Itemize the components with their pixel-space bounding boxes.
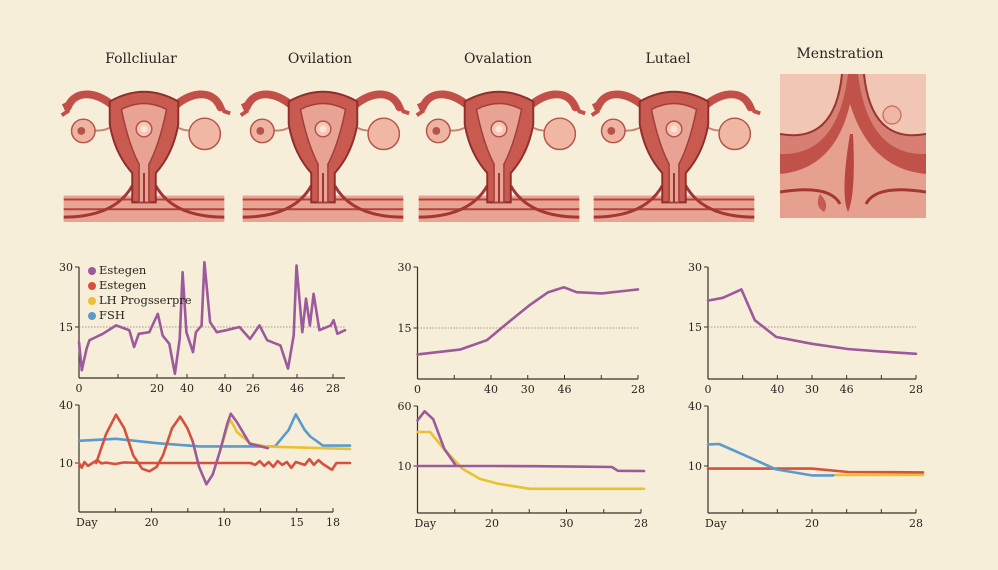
series-line-estegen (77, 260, 347, 376)
y-tick-label: 30 (688, 261, 702, 274)
x-tick-label: 40 (484, 383, 498, 396)
x-tick-label: 0 (705, 383, 712, 396)
legend-item-lh-progesterone: LH Progsserpre (88, 293, 192, 308)
x-tick-label: 28 (631, 383, 645, 396)
x-tick-label: 40 (180, 382, 194, 395)
y-tick-label: 40 (688, 400, 702, 413)
series-line-estegen-peak (416, 409, 457, 467)
legend-label: FSH (99, 308, 125, 322)
x-tick-label: 46 (840, 383, 854, 396)
series-line-fsh (77, 412, 352, 448)
series-line-estegen (416, 464, 646, 473)
x-tick-label: 30 (805, 383, 819, 396)
y-tick-label: 15 (688, 321, 702, 334)
series-line-estegen (706, 288, 918, 356)
x-tick-label: 40 (770, 383, 784, 396)
x-tick-label: 20 (805, 517, 819, 530)
x-tick-label: 0 (414, 383, 421, 396)
x-tick-label: 20 (485, 517, 499, 530)
x-tick-label: Day (705, 517, 727, 530)
phase-title-menstruation: Menstration (796, 46, 884, 62)
y-tick-label: 30 (59, 261, 73, 274)
x-tick-label: 30 (560, 517, 574, 530)
legend-item-fsh: FSH (88, 308, 192, 323)
y-tick-label: 30 (398, 261, 412, 274)
series-line-estegen (416, 285, 640, 356)
legend-marker-icon (88, 266, 96, 275)
x-tick-label: 26 (246, 382, 260, 395)
chart-top-middle: 30 15 0 40 30 46 28 (398, 261, 646, 396)
x-tick-label: 20 (145, 516, 159, 529)
x-tick-label: 28 (909, 517, 923, 530)
legend-marker-icon (88, 296, 96, 305)
x-tick-label: 20 (150, 382, 164, 395)
x-tick-label: 46 (290, 382, 304, 395)
chart-bottom-left: 40 10 Day 20 10 15 18 (59, 399, 352, 529)
phase-title-ovulation-1: Ovilation (287, 51, 353, 67)
chart-bottom-middle: 60 10 Day 20 30 28 (398, 400, 649, 530)
chart-bottom-right: 40 10 Day 20 28 (688, 400, 925, 530)
legend-label: LH Progsserpre (99, 293, 192, 307)
chart-top-left: 30 15 0 20 40 40 26 46 28 (59, 260, 347, 395)
chart-legend: Estegen Estegen LH Progsserpre FSH (88, 263, 192, 323)
x-tick-label: 30 (521, 383, 535, 396)
y-tick-label: 40 (59, 399, 73, 412)
legend-label: Estegen (99, 278, 147, 292)
y-tick-label: 10 (688, 460, 702, 473)
x-tick-label: Day (415, 517, 437, 530)
legend-marker-icon (88, 311, 96, 320)
menstruation-illustration (780, 74, 926, 218)
x-tick-label: Day (76, 516, 98, 529)
x-tick-label: 28 (634, 517, 648, 530)
x-tick-label: 28 (326, 382, 340, 395)
legend-label: Estegen (99, 263, 147, 277)
x-tick-label: 46 (558, 383, 572, 396)
phase-title-follicular: Follcliular (105, 51, 177, 67)
series-line-lh-progsserpre (416, 430, 646, 491)
x-tick-label: 18 (326, 516, 340, 529)
x-tick-label: 10 (217, 516, 231, 529)
y-tick-label: 15 (59, 321, 73, 334)
phase-title-ovulation-2: Ovalation (463, 51, 533, 67)
x-tick-label: 15 (290, 516, 304, 529)
legend-marker-icon (88, 281, 96, 290)
legend-item-estegen-red: Estegen (88, 278, 192, 293)
series-line-estegen (706, 467, 925, 474)
x-tick-label: 0 (76, 382, 83, 395)
x-tick-label: 40 (218, 382, 232, 395)
y-tick-label: 15 (398, 322, 412, 335)
x-tick-label: 28 (909, 383, 923, 396)
legend-item-estegen-purple: Estegen (88, 263, 192, 278)
series-line-estegen-red-wave- (94, 413, 195, 473)
y-tick-label: 60 (398, 400, 412, 413)
series-line-fsh (706, 442, 835, 477)
phase-title-luteal: Lutael (645, 51, 691, 67)
y-tick-label: 10 (398, 460, 412, 473)
y-tick-label: 10 (59, 457, 73, 470)
series-line-estegen (191, 412, 270, 486)
chart-top-right: 30 15 0 40 30 46 28 (688, 261, 923, 396)
